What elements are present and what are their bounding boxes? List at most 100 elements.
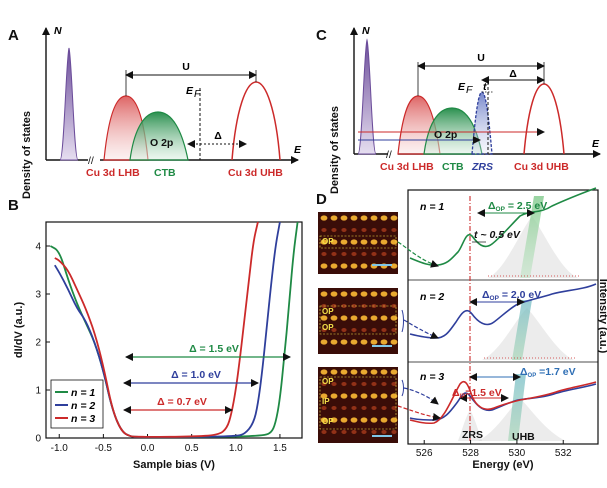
stm-atom — [371, 430, 377, 434]
panel-a-uhb-label: Cu 3d UHB — [228, 167, 283, 179]
stm-atom — [340, 291, 348, 297]
stm-atom — [320, 291, 328, 297]
panel-c-lhb-label: Cu 3d LHB — [380, 161, 434, 173]
b-xtick-label: 0.5 — [185, 443, 199, 454]
b-xtick-label: 0.0 — [141, 443, 155, 454]
panel-c-o2p-label: O 2p — [434, 129, 457, 141]
panel-c: C Density of states N // E E F U Δ t O 2… — [316, 25, 601, 194]
stm-atom — [320, 263, 328, 269]
stm-atom — [350, 393, 358, 399]
stm-atom — [370, 215, 378, 221]
stm-atom — [380, 417, 388, 423]
panel-b-label: B — [8, 197, 19, 214]
d-connector-n2 — [403, 319, 439, 339]
stm-image-n1 — [318, 212, 398, 274]
stm-atom — [330, 369, 338, 375]
stm-atom — [370, 417, 378, 423]
stm-atom — [390, 417, 398, 423]
stm-atom — [380, 393, 388, 399]
stm-atom — [331, 406, 337, 410]
stm-atom — [360, 417, 368, 423]
b-ytick-label: 3 — [35, 290, 41, 301]
d-uhb-shade-n2 — [482, 308, 574, 360]
stm-label-n3-op2: OP — [322, 417, 334, 426]
panel-c-t-label: t — [483, 81, 487, 93]
panel-c-u-label: U — [477, 52, 485, 64]
panel-d-ylabel: Intensity (a.u.) — [597, 279, 607, 354]
stm-atom — [391, 406, 397, 410]
b-ytick-label: 0 — [35, 434, 41, 445]
stm-atom — [370, 369, 378, 375]
stm-atom — [341, 382, 347, 386]
stm-atom — [321, 430, 327, 434]
stm-atom — [380, 339, 388, 345]
panel-a-ylabel: Density of states — [21, 111, 33, 199]
stm-atom — [340, 263, 348, 269]
d-delta-n1: ΔOP = 2.5 eV — [488, 200, 547, 213]
stm-atom — [350, 339, 358, 345]
stm-atom — [330, 417, 338, 423]
stm-atom — [391, 328, 397, 332]
stm-atom — [320, 315, 328, 321]
legend-label-n1: n = 1 — [71, 387, 95, 399]
stm-atom — [390, 393, 398, 399]
d-xtick-label: 526 — [416, 448, 433, 459]
stm-atom — [351, 406, 357, 410]
stm-atom — [360, 263, 368, 269]
stm-atom — [380, 369, 388, 375]
stm-atom — [381, 430, 387, 434]
stm-atom — [321, 252, 327, 256]
b-xtick-label: 1.0 — [229, 443, 243, 454]
d-delta-n3: ΔOP =1.7 eV — [520, 366, 576, 379]
stm-atom — [350, 215, 358, 221]
d-row-label-n2: n = 2 — [420, 291, 444, 303]
stm-atom — [381, 406, 387, 410]
stm-atom — [350, 315, 358, 321]
stm-atom — [360, 369, 368, 375]
stm-atom — [341, 304, 347, 308]
stm-atom — [331, 228, 337, 232]
stm-atom — [370, 339, 378, 345]
stm-atom — [391, 252, 397, 256]
stm-atom — [330, 339, 338, 345]
panel-a-lhb-label: Cu 3d LHB — [86, 167, 140, 179]
panel-b-gap-n1: Δ = 1.5 eV — [189, 343, 239, 355]
stm-atom — [391, 228, 397, 232]
d-connector-n1 — [397, 241, 439, 268]
stm-atom — [370, 393, 378, 399]
stm-atom — [341, 430, 347, 434]
panel-b-legend: n = 1 n = 2 n = 3 — [50, 379, 104, 429]
stm-atom — [371, 228, 377, 232]
stm-atom — [320, 339, 328, 345]
d-xtick-label: 530 — [509, 448, 526, 459]
stm-atom — [331, 382, 337, 386]
stm-atom — [390, 315, 398, 321]
stm-atom — [320, 239, 328, 245]
panel-a-ctb-peak — [129, 111, 189, 161]
panel-b-ticks: -1.0 -0.5 0.0 0.5 1.0 1.5 0 1 2 3 4 — [35, 242, 287, 455]
panel-c-uhb-peak — [523, 83, 565, 155]
panel-d: D OP OP OP OP IP OP — [316, 187, 607, 471]
stm-atom — [330, 315, 338, 321]
stm-image-n3 — [318, 367, 398, 443]
stm-atom — [380, 215, 388, 221]
stm-atom — [331, 328, 337, 332]
panel-d-ticks: 526 528 530 532 — [416, 440, 572, 459]
stm-atom — [320, 417, 328, 423]
stm-atom — [381, 228, 387, 232]
panel-c-e-label: E — [592, 138, 600, 150]
stm-atom — [321, 228, 327, 232]
stm-atom — [320, 215, 328, 221]
stm-label-n3-ip: IP — [322, 397, 330, 406]
panel-b-xlabel: Sample bias (V) — [133, 459, 215, 471]
b-ytick-label: 1 — [35, 386, 41, 397]
stm-atom — [361, 382, 367, 386]
stm-atom — [380, 315, 388, 321]
stm-atom — [361, 252, 367, 256]
stm-atom — [371, 252, 377, 256]
legend-label-n2: n = 2 — [71, 400, 95, 412]
panel-b-frame — [45, 221, 303, 439]
stm-atom — [351, 382, 357, 386]
b-xtick-label: -1.0 — [51, 443, 69, 454]
